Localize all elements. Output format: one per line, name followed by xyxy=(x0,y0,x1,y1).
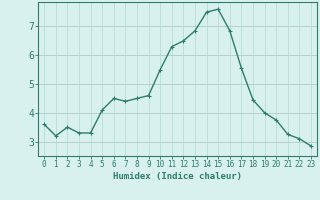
X-axis label: Humidex (Indice chaleur): Humidex (Indice chaleur) xyxy=(113,172,242,181)
